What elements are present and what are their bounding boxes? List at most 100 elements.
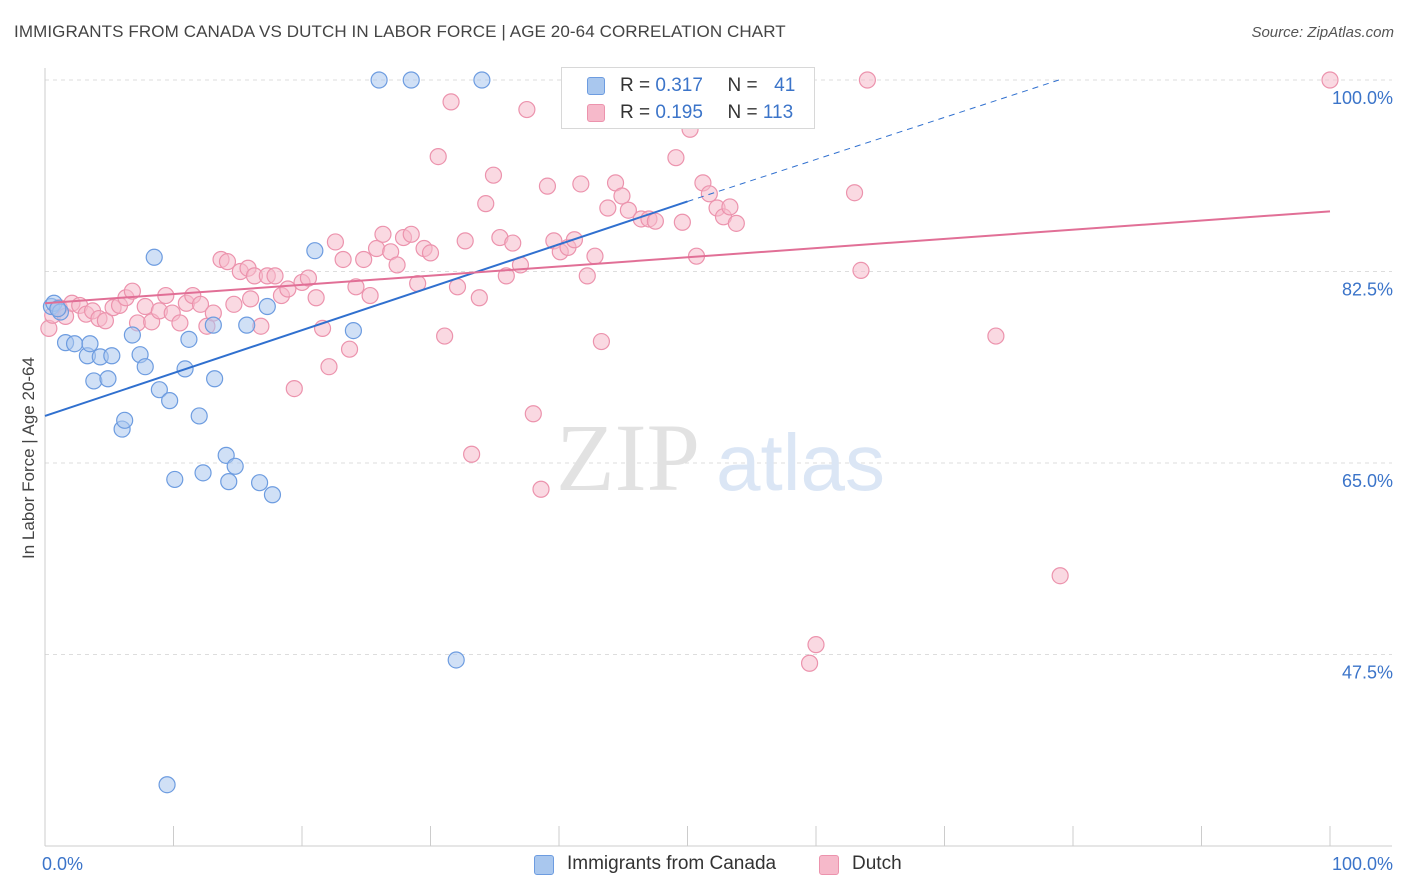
canada-point [204, 316, 222, 334]
y-tick-label: 47.5% [1342, 663, 1393, 683]
y-tick-label: 82.5% [1342, 280, 1393, 300]
dutch-point [442, 93, 460, 111]
canada-point [238, 316, 256, 334]
watermark-zip: ZIP [556, 404, 700, 511]
dutch-point [477, 195, 495, 213]
dutch-point [448, 278, 467, 296]
dutch-swatch [587, 104, 605, 122]
dutch-point [578, 267, 596, 285]
dutch-point [721, 198, 739, 216]
dutch-point [320, 358, 338, 376]
source-label: Source: ZipAtlas.com [1251, 24, 1394, 41]
dutch-point [592, 332, 611, 351]
dutch-point [673, 213, 691, 231]
series-dutch-points [40, 71, 1339, 672]
dutch-point [727, 214, 745, 232]
dutch-point [463, 445, 481, 463]
dutch-point [532, 480, 550, 498]
dutch-point [266, 267, 284, 285]
canada-swatch [534, 855, 554, 875]
r-value: 0.195 [655, 102, 703, 123]
dutch-point [586, 247, 604, 265]
dutch-point [518, 100, 536, 119]
n-value: 113 [762, 102, 794, 123]
x-tick-label: 0.0% [42, 854, 83, 874]
canada-point [220, 473, 238, 491]
n-label: N = [727, 102, 758, 123]
canada-point [258, 297, 276, 316]
n-label: N = [727, 75, 758, 96]
canada-point [145, 248, 163, 266]
canada-point [161, 392, 179, 410]
series-canada-points [42, 71, 491, 794]
dutch-point [807, 636, 825, 654]
dutch-point [367, 239, 386, 258]
canada-point [65, 335, 84, 353]
dutch-point [484, 166, 503, 184]
dutch-point [646, 212, 664, 230]
dutch-point [361, 286, 379, 305]
dutch-point [242, 290, 260, 308]
dutch-point [171, 314, 189, 332]
y-tick-label: 65.0% [1342, 471, 1393, 491]
canada-point [190, 407, 208, 425]
dutch-point [572, 175, 590, 193]
watermark-atlas: atlas [716, 418, 885, 507]
chart-title: IMMIGRANTS FROM CANADA VS DUTCH IN LABOR… [14, 22, 786, 41]
canada-point [206, 370, 224, 388]
dutch-point [1051, 567, 1069, 585]
canada-point [166, 470, 184, 489]
dutch-trend-line [44, 210, 1331, 305]
dutch-point [388, 256, 406, 274]
correlation-legend: R = 0.317 N = 41 R = 0.195 N = 113 [561, 67, 815, 129]
r-value: 0.317 [655, 75, 703, 96]
canada-point [136, 358, 154, 376]
dutch-point [429, 148, 447, 166]
dutch-point [218, 253, 237, 271]
x-tick-label: 100.0% [1332, 854, 1393, 874]
x-tick-labels: 0.0% 100.0% [42, 854, 1393, 874]
y-tick-label: 100.0% [1332, 88, 1393, 108]
dutch-point [326, 233, 345, 251]
dutch-point [852, 261, 870, 280]
canada-point [99, 370, 117, 388]
trend-lines [44, 79, 1331, 417]
dutch-point [252, 317, 270, 335]
canada-point [49, 300, 67, 318]
dutch-point [374, 225, 392, 243]
dutch-point [355, 250, 373, 269]
dutch-point [497, 267, 515, 285]
dutch-point [285, 379, 303, 398]
canada-point [150, 381, 168, 399]
axes [44, 68, 1392, 847]
canada-point [123, 326, 141, 344]
dutch-point [402, 225, 420, 243]
dutch-point [619, 201, 637, 219]
dutch-point [456, 232, 474, 250]
dutch-point [421, 244, 440, 262]
r-label: R = [620, 75, 651, 96]
grid-lines [45, 79, 1392, 656]
canada-point [473, 71, 491, 89]
dutch-point [191, 295, 210, 313]
canada-point [180, 330, 198, 348]
canada-point [85, 372, 103, 390]
canada-point [116, 411, 134, 429]
dutch-point [538, 177, 557, 195]
dutch-point [340, 340, 359, 358]
r-label: R = [620, 102, 651, 123]
watermark: ZIP atlas [556, 404, 885, 511]
canada-point [158, 776, 176, 794]
dutch-point [858, 71, 877, 89]
dutch-point [987, 327, 1005, 345]
dutch-point [299, 269, 318, 287]
dutch-point [845, 184, 864, 202]
canada-point [370, 71, 388, 89]
canada-point [194, 464, 212, 482]
legend-label-dutch: Dutch [852, 853, 902, 874]
canada-point [226, 457, 244, 475]
dutch-swatch [819, 855, 839, 875]
dutch-point [225, 295, 243, 313]
dutch-point [667, 149, 685, 167]
